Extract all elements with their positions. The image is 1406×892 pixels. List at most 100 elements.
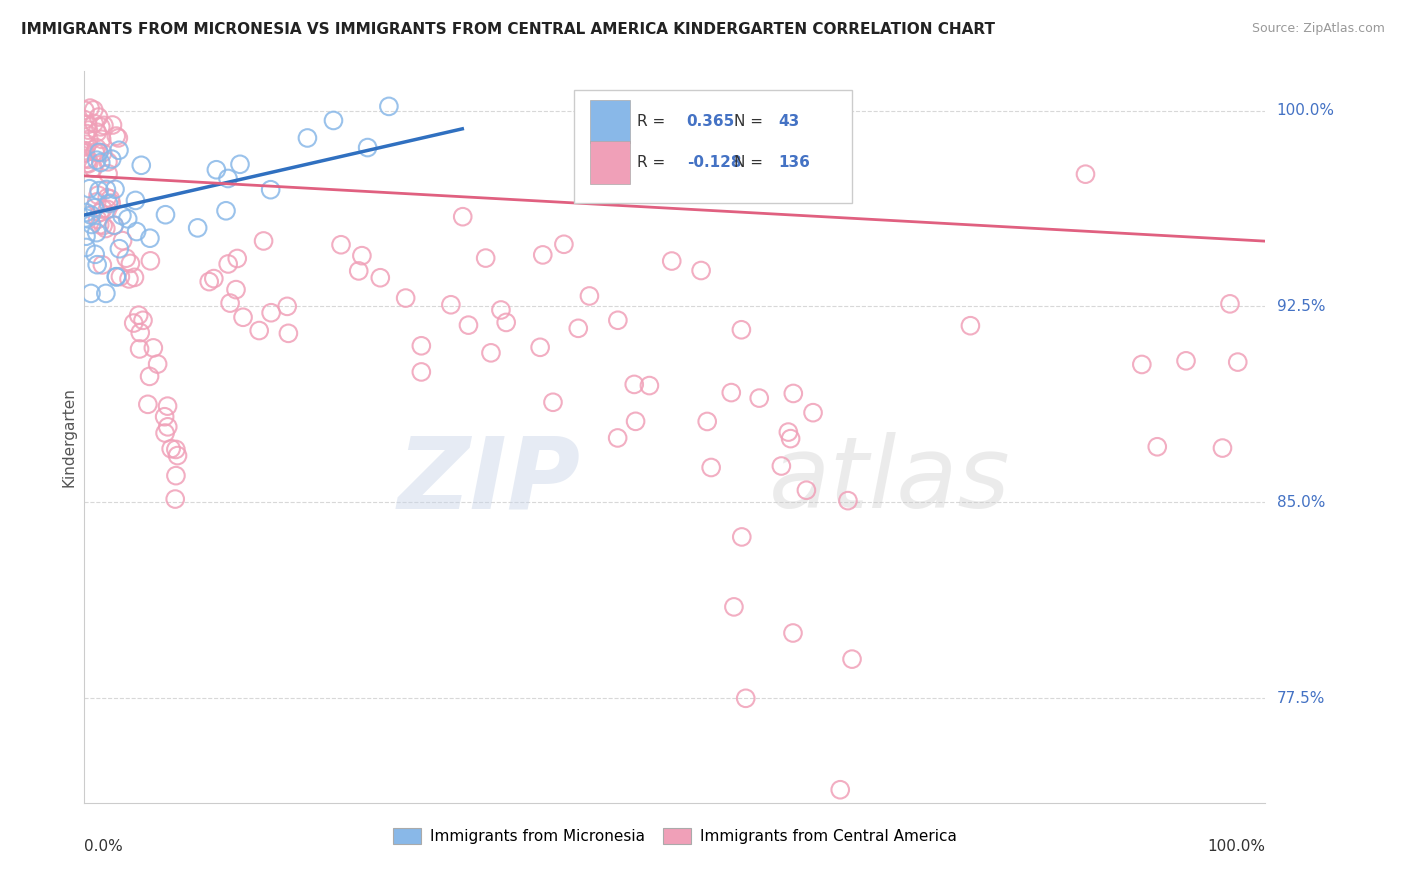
Point xyxy=(91,145,114,160)
Point xyxy=(411,365,433,379)
Point xyxy=(160,442,183,456)
Point xyxy=(87,184,110,198)
Point xyxy=(89,145,111,160)
Point xyxy=(73,112,96,127)
Point xyxy=(166,449,188,463)
Point xyxy=(93,119,115,133)
Text: Source: ZipAtlas.com: Source: ZipAtlas.com xyxy=(1251,22,1385,36)
Point xyxy=(79,101,101,115)
Point xyxy=(690,263,713,277)
Text: 0.365: 0.365 xyxy=(686,113,735,128)
Point xyxy=(87,110,110,124)
Point xyxy=(347,264,370,278)
Point xyxy=(252,234,274,248)
Point xyxy=(128,342,150,356)
Point xyxy=(105,269,128,284)
Point xyxy=(217,171,239,186)
Point xyxy=(606,313,628,327)
Point xyxy=(297,131,319,145)
Point xyxy=(356,140,378,154)
Text: N =: N = xyxy=(734,155,768,170)
Point xyxy=(91,258,114,272)
FancyBboxPatch shape xyxy=(591,141,630,185)
Text: -0.128: -0.128 xyxy=(686,155,741,170)
Point xyxy=(529,340,551,354)
Point xyxy=(155,208,177,222)
Point xyxy=(80,286,103,301)
Point xyxy=(782,626,804,640)
Point xyxy=(124,194,146,208)
Point xyxy=(86,141,108,155)
Point xyxy=(778,425,800,439)
Point xyxy=(229,157,252,171)
Point xyxy=(84,145,107,160)
Point xyxy=(474,251,496,265)
Point xyxy=(541,395,564,409)
Point xyxy=(89,218,111,232)
Point xyxy=(73,146,96,161)
Point xyxy=(96,182,118,196)
Point xyxy=(128,308,150,322)
Point xyxy=(104,182,127,196)
Point xyxy=(100,152,122,166)
Point xyxy=(90,132,112,146)
Point xyxy=(779,432,801,446)
Point xyxy=(606,431,628,445)
Point xyxy=(748,391,770,405)
Point xyxy=(567,321,589,335)
Point xyxy=(959,318,981,333)
Point xyxy=(489,303,512,318)
Point xyxy=(80,218,103,232)
Point xyxy=(86,194,108,209)
Point xyxy=(110,269,132,284)
Point xyxy=(120,256,142,270)
Text: 0.0%: 0.0% xyxy=(84,839,124,855)
Point xyxy=(96,202,118,217)
Point xyxy=(247,324,270,338)
Point xyxy=(260,183,283,197)
Point xyxy=(83,103,105,117)
Point xyxy=(153,409,176,424)
Point xyxy=(531,248,554,262)
Point xyxy=(1146,440,1168,454)
Point xyxy=(624,414,647,428)
FancyBboxPatch shape xyxy=(591,100,630,143)
Y-axis label: Kindergarten: Kindergarten xyxy=(60,387,76,487)
Point xyxy=(80,208,103,222)
Point xyxy=(87,145,110,160)
Point xyxy=(553,237,575,252)
Point xyxy=(86,125,108,139)
Point xyxy=(495,315,517,329)
Point xyxy=(107,131,129,145)
Text: 92.5%: 92.5% xyxy=(1277,299,1324,314)
Point xyxy=(96,191,118,205)
Point xyxy=(479,346,502,360)
Point xyxy=(841,652,863,666)
Point xyxy=(90,155,112,169)
Point xyxy=(111,234,134,248)
Point xyxy=(205,162,228,177)
Point xyxy=(731,530,754,544)
Point xyxy=(198,275,221,289)
Point xyxy=(700,460,723,475)
Text: IMMIGRANTS FROM MICRONESIA VS IMMIGRANTS FROM CENTRAL AMERICA KINDERGARTEN CORRE: IMMIGRANTS FROM MICRONESIA VS IMMIGRANTS… xyxy=(21,22,995,37)
Point xyxy=(79,182,101,196)
Point xyxy=(165,491,187,506)
Point xyxy=(451,210,474,224)
Point xyxy=(138,369,160,384)
Point xyxy=(1219,297,1241,311)
Point xyxy=(73,144,96,158)
Point xyxy=(73,152,96,166)
Text: 100.0%: 100.0% xyxy=(1208,839,1265,855)
Point xyxy=(837,493,859,508)
Point xyxy=(87,188,110,202)
Point xyxy=(734,691,756,706)
Point xyxy=(76,117,98,131)
Point xyxy=(153,425,176,440)
Point xyxy=(350,249,373,263)
Point xyxy=(86,226,108,240)
Point xyxy=(132,313,155,327)
Point xyxy=(1175,354,1198,368)
Point xyxy=(86,153,108,168)
Point xyxy=(129,326,152,340)
